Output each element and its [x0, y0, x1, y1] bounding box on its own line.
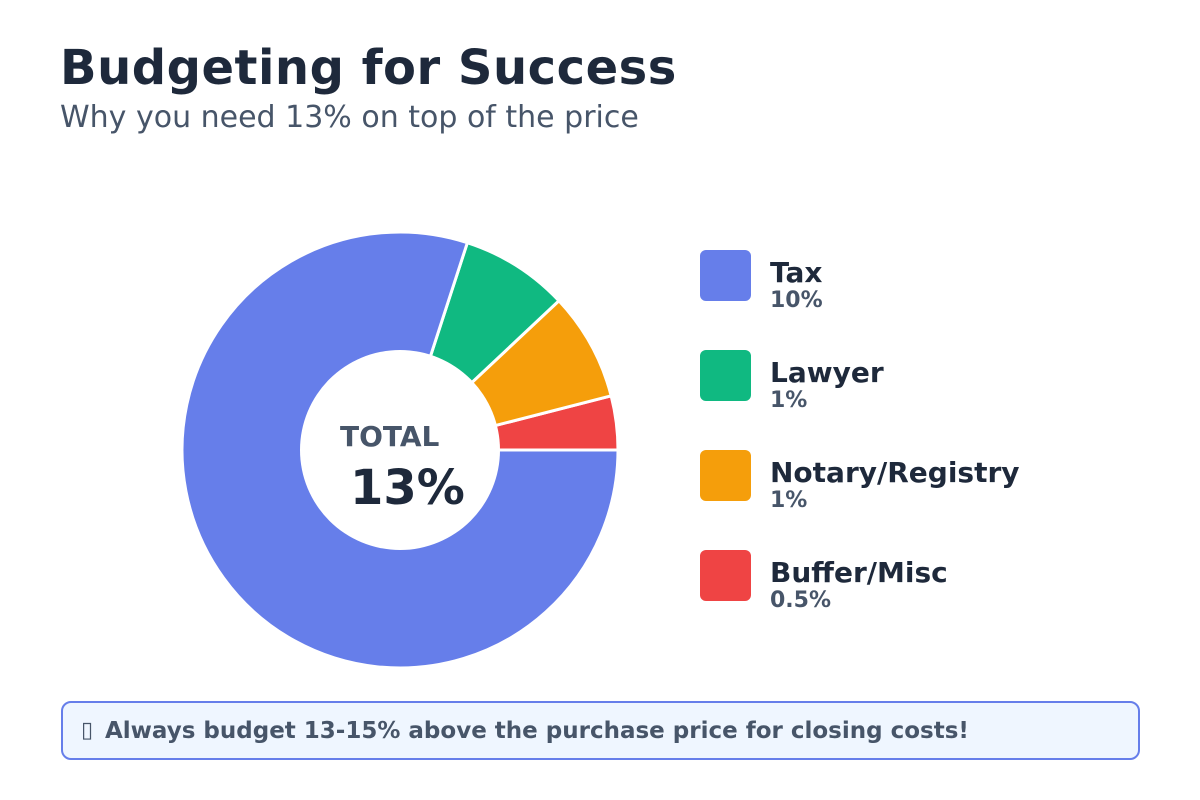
- lightbulb-icon: ▯: [81, 718, 94, 743]
- donut-center-label: TOTAL: [340, 420, 440, 453]
- legend-label: Lawyer: [770, 356, 884, 389]
- legend-item-buffer-misc: Buffer/Misc 0.5%: [700, 550, 1120, 613]
- legend-value: 10%: [770, 288, 823, 313]
- legend-value: 1%: [770, 488, 808, 513]
- page-subtitle: Why you need 13% on top of the price: [60, 100, 639, 135]
- page-title: Budgeting for Success: [60, 40, 677, 96]
- tip-text: Always budget 13-15% above the purchase …: [105, 718, 969, 744]
- legend-swatch-lawyer: [700, 350, 751, 401]
- legend-label: Notary/Registry: [770, 456, 1020, 489]
- donut-chart: [180, 230, 620, 670]
- legend-label: Buffer/Misc: [770, 556, 948, 589]
- legend-item-lawyer: Lawyer 1%: [700, 350, 1120, 413]
- legend-swatch-notary-registry: [700, 450, 751, 501]
- legend-item-notary-registry: Notary/Registry 1%: [700, 450, 1120, 513]
- tip-callout: ▯ Always budget 13-15% above the purchas…: [61, 701, 1140, 760]
- donut-center-value: 13%: [350, 460, 465, 516]
- legend-label: Tax: [770, 256, 823, 289]
- legend-swatch-buffer-misc: [700, 550, 751, 601]
- legend-swatch-tax: [700, 250, 751, 301]
- legend-item-tax: Tax 10%: [700, 250, 1120, 313]
- legend-value: 1%: [770, 388, 808, 413]
- donut-hole: [300, 350, 500, 550]
- legend-value: 0.5%: [770, 588, 832, 613]
